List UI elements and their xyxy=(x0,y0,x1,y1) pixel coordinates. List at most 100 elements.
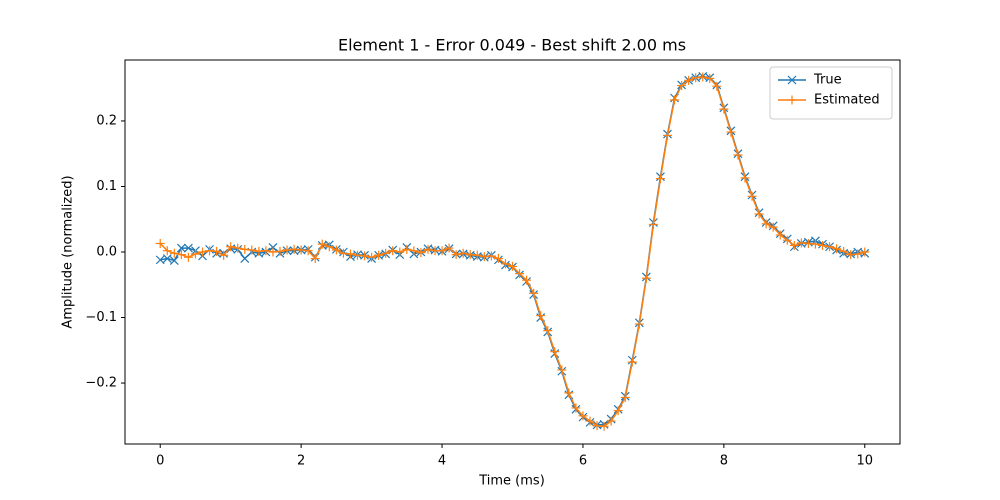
marker xyxy=(212,246,222,256)
marker xyxy=(782,235,792,245)
marker xyxy=(705,73,715,83)
marker xyxy=(367,252,377,262)
y-tick-label: −0.1 xyxy=(85,310,117,325)
marker xyxy=(620,392,630,402)
marker xyxy=(486,251,496,261)
marker xyxy=(832,244,842,254)
marker xyxy=(176,243,186,253)
marker xyxy=(275,246,285,256)
marker xyxy=(663,130,672,140)
marker xyxy=(162,246,172,256)
marker xyxy=(402,244,412,254)
marker xyxy=(331,245,341,255)
marker xyxy=(155,238,165,248)
x-tick-label: 6 xyxy=(579,454,587,469)
y-tick-label: 0.2 xyxy=(96,113,117,128)
legend-label: Estimated xyxy=(814,93,880,108)
marker xyxy=(183,243,193,253)
marker xyxy=(634,319,644,329)
marker xyxy=(437,246,447,256)
x-tick-label: 4 xyxy=(438,454,446,469)
marker xyxy=(444,243,454,253)
marker xyxy=(543,326,553,336)
marker xyxy=(261,246,271,256)
marker xyxy=(839,246,849,256)
marker xyxy=(803,238,813,248)
marker xyxy=(508,261,517,271)
marker xyxy=(585,416,595,426)
marker xyxy=(796,238,806,248)
marker xyxy=(416,248,426,258)
marker xyxy=(536,311,546,321)
y-tick-label: −0.2 xyxy=(85,376,117,391)
marker xyxy=(775,230,785,240)
marker xyxy=(684,75,694,85)
marker xyxy=(247,245,257,255)
x-tick-label: 8 xyxy=(720,454,728,469)
marker xyxy=(183,252,193,262)
marker xyxy=(691,73,701,83)
marker xyxy=(768,222,778,232)
marker xyxy=(268,242,278,252)
legend-marker xyxy=(787,75,797,85)
x-tick-label: 2 xyxy=(297,454,305,469)
marker xyxy=(754,209,764,219)
marker xyxy=(846,250,856,260)
marker xyxy=(240,254,250,263)
marker xyxy=(726,127,736,137)
marker xyxy=(374,250,384,260)
marker xyxy=(670,95,680,105)
marker xyxy=(423,244,433,254)
x-tick-label: 0 xyxy=(156,454,164,469)
marker xyxy=(500,259,510,269)
marker xyxy=(324,242,334,252)
marker xyxy=(409,246,419,256)
marker xyxy=(493,254,503,264)
marker xyxy=(303,246,313,256)
marker xyxy=(592,421,602,431)
plot-frame xyxy=(124,59,901,445)
marker xyxy=(789,240,799,250)
marker xyxy=(162,254,172,263)
marker xyxy=(169,256,179,265)
y-axis-label: Amplitude (normalized) xyxy=(61,175,76,328)
marker xyxy=(677,81,687,91)
marker xyxy=(564,388,574,398)
marker xyxy=(268,247,278,257)
marker xyxy=(451,250,461,260)
marker xyxy=(712,81,722,91)
marker xyxy=(176,250,186,260)
marker xyxy=(655,174,665,184)
marker xyxy=(853,249,863,259)
x-axis-label: Time (ms) xyxy=(478,474,545,489)
marker xyxy=(522,275,532,285)
legend: True Estimated xyxy=(769,66,893,120)
marker xyxy=(648,219,658,229)
marker xyxy=(613,406,623,416)
marker xyxy=(599,421,609,431)
marker xyxy=(233,243,243,253)
marker xyxy=(606,416,616,426)
marker xyxy=(282,245,292,255)
marker xyxy=(169,248,179,258)
marker xyxy=(458,248,468,258)
marker xyxy=(810,239,820,249)
marker xyxy=(719,104,729,114)
marker xyxy=(571,403,581,413)
marker xyxy=(698,72,708,82)
marker xyxy=(825,242,835,252)
marker xyxy=(641,273,651,283)
marker xyxy=(360,251,370,261)
marker xyxy=(465,250,475,260)
marker xyxy=(254,246,264,256)
y-tick-label: 0.1 xyxy=(96,179,117,194)
marker xyxy=(395,247,405,257)
marker xyxy=(338,248,348,258)
marker xyxy=(388,246,398,256)
marker xyxy=(198,247,207,257)
marker xyxy=(557,365,567,375)
legend-marker xyxy=(787,95,797,105)
marker xyxy=(289,244,299,254)
marker xyxy=(529,288,539,298)
